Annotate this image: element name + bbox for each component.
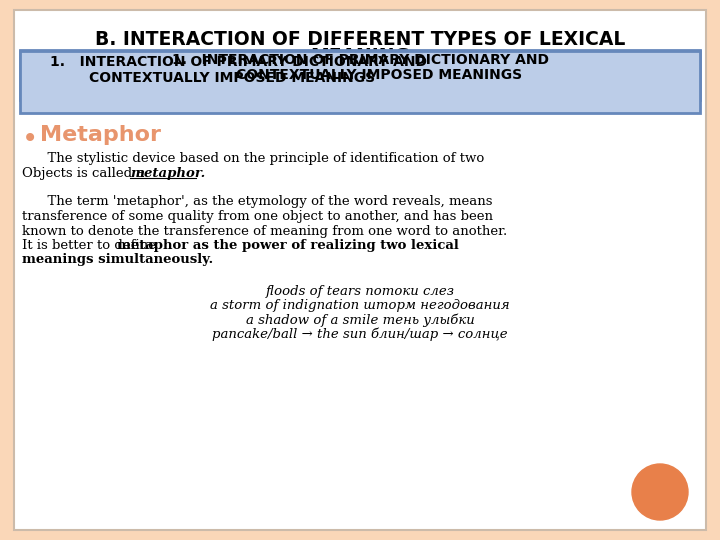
Text: known to denote the transference of meaning from one word to another.: known to denote the transference of mean… — [22, 225, 508, 238]
Text: MEANING: MEANING — [310, 47, 410, 66]
Text: Objects is called a: Objects is called a — [22, 166, 148, 179]
Text: The term 'metaphor', as the etymology of the word reveals, means: The term 'metaphor', as the etymology of… — [22, 195, 492, 208]
FancyBboxPatch shape — [20, 51, 700, 113]
Text: metaphor as the power of realizing two lexical: metaphor as the power of realizing two l… — [117, 239, 459, 252]
Text: meanings simultaneously.: meanings simultaneously. — [22, 253, 213, 267]
FancyBboxPatch shape — [14, 10, 706, 530]
Text: metaphor.: metaphor. — [130, 166, 205, 179]
FancyBboxPatch shape — [20, 50, 700, 100]
Text: a shadow of a smile тень улыбки: a shadow of a smile тень улыбки — [246, 313, 474, 327]
Text: The stylistic device based on the principle of identification of two: The stylistic device based on the princi… — [22, 152, 485, 165]
Text: CONTEXTUALLY IMPOSED MEANINGS: CONTEXTUALLY IMPOSED MEANINGS — [50, 71, 375, 85]
Text: B. INTERACTION OF DIFFERENT TYPES OF LEXICAL: B. INTERACTION OF DIFFERENT TYPES OF LEX… — [95, 30, 625, 49]
Text: a storm of indignation шторм негодования: a storm of indignation шторм негодования — [210, 299, 510, 313]
Text: Metaphor: Metaphor — [40, 125, 161, 145]
Text: 1.   INTERACTION OF PRIMARY DICTIONARY AND: 1. INTERACTION OF PRIMARY DICTIONARY AND — [171, 53, 549, 67]
Text: CONTEXTUALLY IMPOSED MEANINGS: CONTEXTUALLY IMPOSED MEANINGS — [197, 68, 523, 82]
Text: pancake/ball → the sun блин/шар → солнце: pancake/ball → the sun блин/шар → солнце — [212, 327, 508, 341]
Text: •: • — [22, 125, 38, 153]
Text: floods of tears потоки слез: floods of tears потоки слез — [266, 286, 454, 299]
Text: It is better to define: It is better to define — [22, 239, 160, 252]
Circle shape — [632, 464, 688, 520]
Text: 1.   INTERACTION OF PRIMARY DICTIONARY AND: 1. INTERACTION OF PRIMARY DICTIONARY AND — [50, 55, 427, 69]
Text: transference of some quality from one object to another, and has been: transference of some quality from one ob… — [22, 210, 493, 223]
